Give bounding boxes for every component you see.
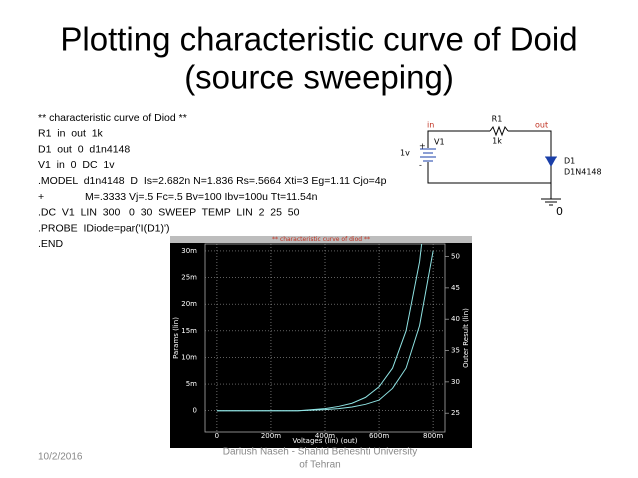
plot-window bbox=[170, 243, 472, 448]
y2-axis-label: Outer Result (lin) bbox=[462, 308, 470, 368]
label: V1 bbox=[434, 138, 445, 147]
slide-title: Plotting characteristic curve of Doid bbox=[60, 21, 577, 58]
label: 1v bbox=[400, 149, 410, 158]
y2-tick-label: 35 bbox=[451, 347, 460, 355]
y2-tick-label: 40 bbox=[451, 315, 460, 323]
y2-tick-label: 30 bbox=[451, 378, 460, 386]
diode bbox=[545, 156, 557, 168]
x-tick-label: 600m bbox=[369, 432, 389, 440]
y2-tick-label: 50 bbox=[451, 253, 460, 261]
y-tick-label: 25m bbox=[181, 274, 197, 282]
code-line: V1 in 0 DC 1v bbox=[38, 159, 115, 171]
label: 1k bbox=[492, 137, 502, 146]
footer-author: of Tehran bbox=[299, 460, 341, 471]
label: 0 bbox=[556, 205, 563, 218]
x-tick-label: 0 bbox=[215, 432, 219, 440]
y-tick-label: 0 bbox=[193, 407, 197, 415]
x-tick-label: 200m bbox=[261, 432, 281, 440]
label: in bbox=[427, 121, 434, 130]
code-line: + M=.3333 Vj=.5 Fc=.5 Bv=100 Ibv=100u Tt… bbox=[38, 191, 318, 203]
y-tick-label: 20m bbox=[181, 300, 197, 308]
label: + bbox=[419, 142, 426, 151]
x-axis-label: Voltages (lin) (out) bbox=[292, 437, 357, 445]
code-line: R1 in out 1k bbox=[38, 128, 104, 140]
y2-tick-label: 25 bbox=[451, 409, 460, 417]
code-line: .DC V1 LIN 300 0 30 SWEEP TEMP LIN 2 25 … bbox=[38, 207, 300, 219]
chart: 0 200m 400m 600m 800m 0 5m 10m 15m 20m 25m 30m 25 30 3… bbox=[181, 244, 460, 440]
y-tick-label: 5m bbox=[186, 380, 197, 388]
wire bbox=[427, 130, 490, 148]
label: out bbox=[535, 121, 548, 130]
footer-date: 10/2/2016 bbox=[38, 452, 83, 463]
circuit bbox=[420, 125, 561, 206]
y-tick-label: 15m bbox=[181, 327, 197, 335]
curve bbox=[216, 244, 423, 412]
code-line: D1 out 0 d1n4148 bbox=[38, 143, 130, 155]
code-block: ** characteristic curve of Diod ** R1 in … bbox=[38, 112, 387, 250]
label: D1N4148 bbox=[564, 168, 602, 177]
label: D1 bbox=[564, 157, 575, 166]
code-line: .END bbox=[38, 238, 64, 250]
footer-author: Dariush Naseh - Shahid Beheshti Universi… bbox=[223, 447, 418, 458]
code-line: ** characteristic curve of Diod ** bbox=[38, 112, 187, 124]
label: R1 bbox=[492, 115, 503, 124]
code-line: .MODEL d1n4148 D Is=2.682n N=1.836 Rs=.5… bbox=[38, 175, 387, 187]
x-tick-label: 400m bbox=[315, 432, 335, 440]
plot-titlebar bbox=[170, 236, 472, 243]
slide-title: (source sweeping) bbox=[184, 59, 454, 96]
label: - bbox=[419, 161, 422, 170]
y-tick-label: 10m bbox=[181, 353, 197, 361]
code-line: .PROBE IDiode=par('I(D1)') bbox=[38, 222, 170, 234]
y-tick-label: 30m bbox=[181, 247, 197, 255]
wire bbox=[427, 162, 552, 184]
y-axis-label: Params (lin) bbox=[172, 317, 180, 359]
resistor bbox=[489, 125, 509, 137]
x-tick-label: 800m bbox=[423, 432, 443, 440]
y2-tick-label: 45 bbox=[451, 284, 460, 292]
chart-title: ** characteristic curve of diod ** bbox=[272, 236, 370, 243]
wire bbox=[508, 130, 552, 157]
